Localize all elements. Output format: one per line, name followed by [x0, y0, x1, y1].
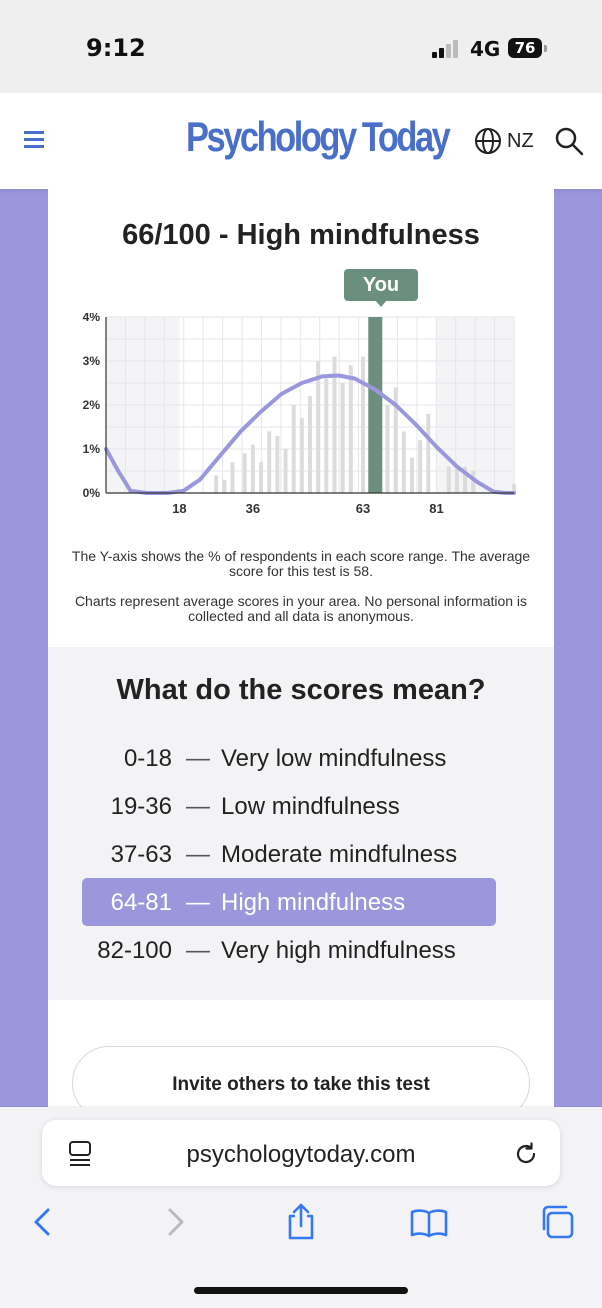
bar [385, 405, 390, 493]
back-icon[interactable] [24, 1202, 64, 1242]
you-marker: You [344, 269, 418, 301]
bar [348, 365, 353, 493]
bar [299, 418, 304, 493]
privacy-note: Charts represent average scores in your … [74, 593, 528, 624]
bar [316, 361, 321, 493]
bar [410, 457, 414, 493]
bar [308, 396, 312, 493]
bar [214, 475, 219, 493]
score-range: 82-100 [97, 937, 172, 964]
bar [361, 356, 366, 493]
score-range: 37-63 [110, 841, 172, 868]
bookmarks-icon[interactable] [409, 1202, 449, 1242]
score-dash: — [186, 793, 210, 820]
bar [454, 466, 459, 493]
bar [332, 356, 337, 493]
home-indicator [194, 1287, 408, 1294]
bar [275, 435, 280, 493]
bar [471, 471, 476, 493]
bar [426, 413, 431, 493]
bar [340, 383, 345, 493]
score-row-very-low: 0-18 — Very low mindfulness [82, 734, 496, 782]
status-bar: 9:12 4G 76 [0, 0, 602, 93]
x-tick-label: 81 [429, 501, 443, 516]
signal-icon [432, 40, 462, 58]
bar [446, 466, 451, 493]
address-bar[interactable]: psychologytoday.com [42, 1120, 560, 1186]
tabs-icon[interactable] [537, 1202, 577, 1242]
result-card: 66/100 - High mindfulness You 0% 1% 2% 3% 4%… [48, 189, 554, 1129]
score-label: Moderate mindfulness [221, 841, 458, 868]
x-tick-label: 63 [356, 501, 370, 516]
y-tick-label: 2% [83, 398, 101, 412]
score-row-moderate: 37-63 — Moderate mindfulness [82, 830, 496, 878]
you-marker-arrow [375, 300, 387, 307]
y-axis-note: The Y-axis shows the % of respondents in… [71, 548, 531, 579]
reload-icon[interactable] [512, 1140, 540, 1168]
forward-icon[interactable] [156, 1202, 196, 1242]
highlight-bar [368, 317, 383, 493]
bar [242, 453, 247, 493]
score-legend: What do the scores mean? 0-18 — Very low… [48, 647, 554, 1000]
network-type: 4G [470, 37, 501, 61]
share-icon[interactable] [281, 1202, 321, 1242]
bar [283, 449, 288, 493]
score-label: Low mindfulness [221, 793, 400, 820]
status-time: 9:12 [86, 34, 146, 62]
score-range: 0-18 [123, 745, 172, 772]
score-range: 19-36 [110, 793, 172, 820]
x-tick-label: 18 [172, 501, 186, 516]
y-tick-label: 4% [83, 313, 101, 324]
score-label: Very low mindfulness [221, 745, 447, 772]
bar [393, 387, 398, 493]
bar [291, 405, 296, 493]
bar [259, 462, 264, 493]
y-tick-label: 0% [83, 486, 101, 500]
page-menu-icon[interactable] [68, 1140, 92, 1168]
y-tick-label: 3% [83, 354, 101, 368]
bar [222, 479, 227, 493]
menu-icon[interactable] [24, 131, 44, 149]
search-icon[interactable] [554, 126, 584, 156]
bar [512, 484, 516, 493]
bar [324, 378, 329, 493]
bar [230, 462, 235, 493]
bar [463, 466, 468, 493]
score-row-low: 19-36 — Low mindfulness [82, 782, 496, 830]
bar [401, 431, 406, 493]
region-selector[interactable]: NZ [507, 130, 534, 152]
battery-tip [544, 45, 547, 52]
score-distribution-chart: 0% 1% 2% 3% 4% 18 36 63 81 [83, 313, 516, 516]
result-title: 66/100 - High mindfulness [122, 219, 480, 251]
score-label: Very high mindfulness [221, 937, 456, 964]
score-dash: — [186, 937, 210, 964]
score-label: High mindfulness [221, 889, 406, 916]
x-tick-label: 36 [246, 501, 260, 516]
browser-toolbar: psychologytoday.com [0, 1107, 602, 1308]
score-row-very-high: 82-100 — Very high mindfulness [82, 926, 496, 974]
globe-icon[interactable] [474, 127, 502, 155]
site-logo[interactable]: Psychology Today [186, 113, 451, 160]
bar [418, 440, 423, 493]
score-legend-title: What do the scores mean? [116, 674, 486, 706]
site-header: Psychology Today NZ [0, 93, 602, 189]
score-dash: — [186, 889, 210, 916]
battery-icon: 76 [508, 38, 542, 58]
score-range: 64-81 [110, 889, 172, 916]
y-tick-label: 1% [83, 442, 101, 456]
url-text[interactable]: psychologytoday.com [186, 1141, 416, 1168]
score-dash: — [186, 745, 210, 772]
bar [250, 444, 255, 493]
bar [267, 431, 272, 493]
score-row-high: 64-81 — High mindfulness [82, 878, 496, 926]
score-dash: — [186, 841, 210, 868]
